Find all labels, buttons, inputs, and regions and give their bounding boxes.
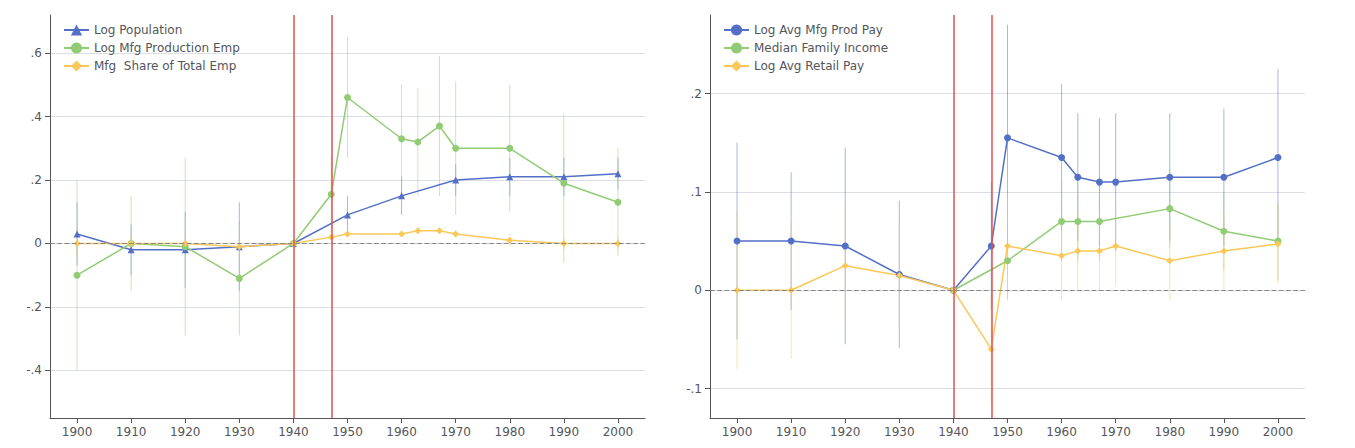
- svg-text:1930: 1930: [884, 425, 915, 439]
- svg-text:1960: 1960: [1046, 425, 1077, 439]
- svg-text:1900: 1900: [722, 425, 753, 439]
- svg-text:1940: 1940: [938, 425, 969, 439]
- svg-text:1990: 1990: [1209, 425, 1240, 439]
- svg-text:1990: 1990: [549, 425, 580, 439]
- svg-text:1970: 1970: [1100, 425, 1131, 439]
- svg-text:1950: 1950: [332, 425, 363, 439]
- svg-text:1940: 1940: [278, 425, 309, 439]
- svg-text:1980: 1980: [494, 425, 525, 439]
- svg-text:Log Avg Retail Pay: Log Avg Retail Pay: [754, 59, 864, 73]
- svg-text:Log Population: Log Population: [94, 23, 182, 37]
- svg-text:1980: 1980: [1154, 425, 1185, 439]
- svg-text:Log Mfg Production Emp: Log Mfg Production Emp: [94, 41, 240, 55]
- svg-text:1960: 1960: [386, 425, 417, 439]
- svg-text:1910: 1910: [776, 425, 807, 439]
- svg-text:.2: .2: [691, 87, 702, 101]
- svg-text:1910: 1910: [116, 425, 147, 439]
- svg-text:1920: 1920: [170, 425, 201, 439]
- svg-text:-.1: -.1: [686, 382, 702, 396]
- svg-text:1950: 1950: [992, 425, 1023, 439]
- svg-text:Median Family Income: Median Family Income: [754, 41, 888, 55]
- svg-text:1900: 1900: [62, 425, 93, 439]
- svg-text:0: 0: [694, 283, 702, 297]
- svg-text:1930: 1930: [224, 425, 255, 439]
- svg-text:.1: .1: [691, 185, 702, 199]
- svg-text:Log Avg Mfg Prod Pay: Log Avg Mfg Prod Pay: [754, 23, 883, 37]
- svg-text:.4: .4: [31, 110, 42, 124]
- svg-text:1970: 1970: [440, 425, 471, 439]
- svg-text:.2: .2: [31, 173, 42, 187]
- svg-text:.6: .6: [31, 46, 42, 60]
- svg-text:1920: 1920: [830, 425, 861, 439]
- svg-text:0: 0: [34, 236, 42, 250]
- svg-text:2000: 2000: [1263, 425, 1294, 439]
- svg-text:2000: 2000: [603, 425, 634, 439]
- svg-text:Mfg Share of Total Emp: Mfg Share of Total Emp: [94, 59, 236, 73]
- svg-text:-.4: -.4: [26, 363, 42, 377]
- svg-text:-.2: -.2: [26, 300, 42, 314]
